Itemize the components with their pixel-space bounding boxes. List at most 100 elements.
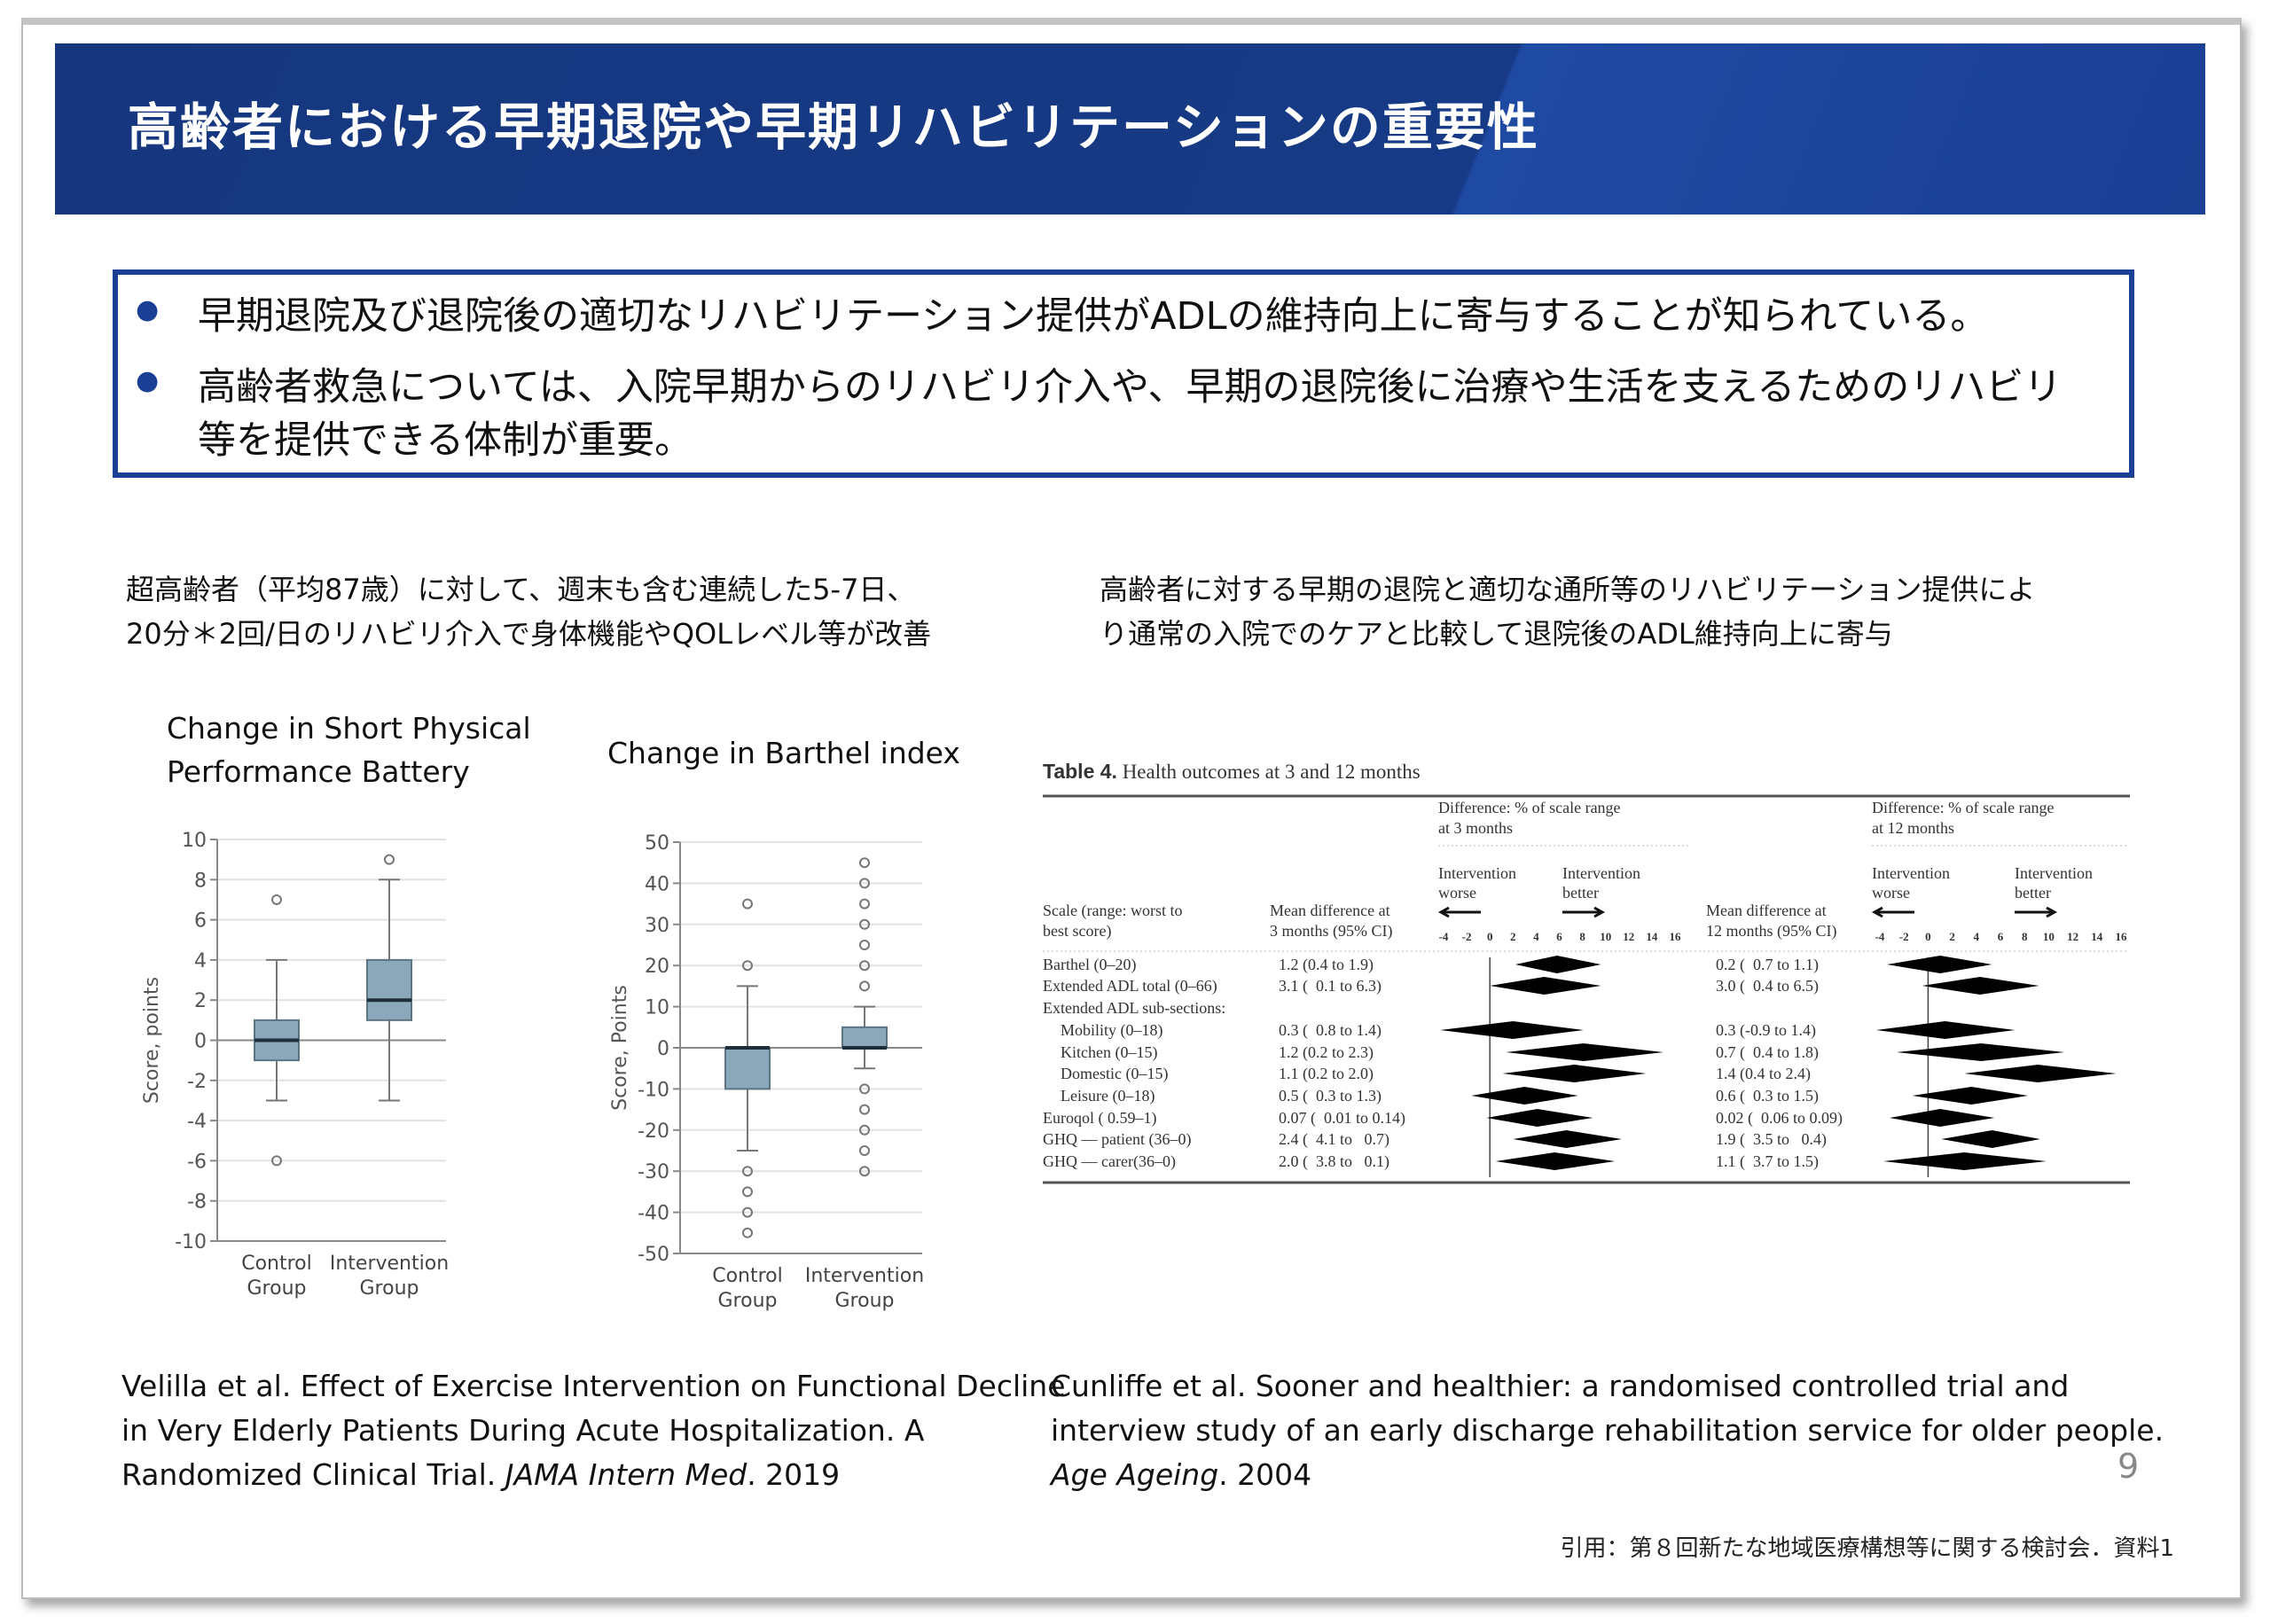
ci-diamond (1440, 1021, 1584, 1039)
y-tick-label: -40 (638, 1203, 669, 1225)
y-tick-label: 4 (194, 950, 207, 972)
table-cell-mean12: 0.6 ( 0.3 to 1.5) (1716, 1087, 1819, 1105)
table-cell-mean3: 1.2 (0.4 to 1.9) (1279, 956, 1374, 973)
table-cell-mean3: 2.4 ( 4.1 to 0.7) (1279, 1130, 1389, 1148)
y-tick-label: -10 (638, 1079, 669, 1101)
outlier-point (859, 1124, 870, 1136)
outlier-point (742, 1227, 753, 1238)
left-citation: Velilla et al. Effect of Exercise Interv… (121, 1364, 1066, 1497)
outlier-point (859, 878, 870, 889)
axis-tick-label: 2 (1510, 930, 1516, 943)
bullet-icon: ● (136, 365, 160, 396)
table-cell-mean3: 1.1 (0.2 to 2.0) (1279, 1065, 1374, 1082)
axis-tick-label: 16 (1670, 930, 1682, 943)
outlier-point (859, 1104, 870, 1115)
table-cell-scale: Domestic (0–15) (1061, 1065, 1169, 1082)
axis-tick-label: -2 (1899, 930, 1909, 943)
y-tick-label: 10 (182, 830, 207, 852)
ci-diamond (1490, 977, 1601, 995)
ci-diamond (1964, 1065, 2117, 1082)
category-label: Intervention (805, 1265, 924, 1287)
page-number: 9 (2117, 1447, 2140, 1486)
y-tick-label: -6 (187, 1151, 207, 1173)
right-caption: 高齢者に対する早期の退院と適切な通所等のリハビリテーション提供によ り通常の入院… (1100, 567, 2035, 656)
outlier-point (742, 1166, 753, 1177)
arrow-right-icon (1562, 906, 1606, 918)
caption-line: り通常の入院でのケアと比較して退院後のADL維持向上に寄与 (1100, 617, 1893, 651)
outlier-point (742, 1206, 753, 1218)
column-header-difference: Difference: % of scale range (1872, 799, 2055, 816)
y-tick-label: 50 (645, 832, 669, 855)
chart-title-line: Change in Short Physical (167, 711, 531, 746)
ci-diamond (1889, 1109, 1995, 1127)
column-header-mean3: 3 months (95% CI) (1270, 922, 1393, 940)
axis-tick-label: 4 (1533, 930, 1539, 943)
arrow-left-icon (1437, 906, 1481, 918)
ci-diamond (1883, 1152, 2047, 1170)
category-label: Group (360, 1277, 419, 1300)
outlier-point (859, 857, 870, 869)
table-cell-mean12: 0.3 (-0.9 to 1.4) (1716, 1021, 1816, 1039)
citation-line: Randomized Clinical Trial. JAMA Intern M… (121, 1453, 1066, 1497)
table-number: Table 4. (1043, 760, 1117, 783)
table-cell-scale: Leisure (0–18) (1061, 1087, 1155, 1105)
label-intervention-worse: Intervention (1438, 864, 1516, 882)
y-tick-label: -30 (638, 1161, 669, 1183)
table-cell-mean3: 0.07 ( 0.01 to 0.14) (1279, 1109, 1405, 1127)
outlier-point (859, 980, 870, 992)
box (724, 1047, 771, 1090)
caption-line: 超高齢者（平均87歳）に対して、週末も含む連続した5-7日、 (126, 573, 916, 606)
axis-tick-label: 10 (2043, 930, 2055, 943)
axis-tick-label: -2 (1462, 930, 1472, 943)
category-label: Control (712, 1265, 783, 1287)
axis-tick-label: 16 (2116, 930, 2128, 943)
ci-diamond (1922, 977, 2039, 995)
category-label: Intervention (330, 1253, 449, 1275)
summary-box: ● 早期退院及び退院後の適切なリハビリテーション提供がADLの維持向上に寄与する… (113, 269, 2134, 478)
slide-frame (21, 18, 2242, 1599)
outlier-point (859, 1166, 870, 1177)
category-label: Group (247, 1277, 307, 1300)
y-tick-label: -50 (638, 1244, 669, 1266)
citation-text: Randomized Clinical Trial. (121, 1457, 505, 1492)
table-cell-mean3: 1.2 (0.2 to 2.3) (1279, 1043, 1374, 1061)
table-cell-mean12: 3.0 ( 0.4 to 6.5) (1716, 977, 1819, 995)
outlier-point (271, 1155, 282, 1167)
table-caption: Health outcomes at 3 and 12 months (1116, 761, 1421, 783)
bullet-text-continued: 等を提供できる体制が重要。 (198, 418, 693, 463)
label-intervention-worse: worse (1438, 884, 1476, 902)
label-intervention-better: Intervention (1562, 864, 1640, 882)
table-cell-scale: Barthel (0–20) (1043, 956, 1137, 973)
outlier-point (859, 918, 870, 930)
label-intervention-better: better (1562, 884, 1599, 902)
outlier-point (859, 898, 870, 910)
axis-tick-label: 8 (1579, 930, 1585, 943)
caption-line: 高齢者に対する早期の退院と適切な通所等のリハビリテーション提供によ (1100, 573, 2036, 606)
y-tick-label: -10 (175, 1231, 207, 1253)
table-cell-scale: GHQ — patient (36–0) (1043, 1130, 1192, 1148)
citation-line: Cunliffe et al. Sooner and healthier: a … (1051, 1369, 2070, 1403)
axis-tick-label: 6 (1998, 930, 2004, 943)
outlier-point (384, 854, 395, 865)
table-cell-scale: Kitchen (0–15) (1061, 1043, 1158, 1061)
ci-diamond (1897, 1043, 2065, 1061)
axis-tick-label: 0 (1487, 930, 1493, 943)
box (841, 1026, 888, 1050)
y-tick-label: 2 (194, 990, 207, 1012)
citation-line: in Very Elderly Patients During Acute Ho… (121, 1413, 925, 1448)
label-intervention-worse: worse (1872, 884, 1910, 902)
y-tick-label: -2 (187, 1071, 207, 1093)
outlier-point (742, 898, 753, 910)
outlier-point (859, 960, 870, 972)
table-cell-scale: Extended ADL sub-sections: (1043, 999, 1226, 1017)
ci-diamond (1941, 1130, 2040, 1148)
table-cell-scale: Extended ADL total (0–66) (1043, 977, 1217, 995)
citation-journal: Age Ageing (1051, 1457, 1219, 1492)
table-cell-mean12: 0.7 ( 0.4 to 1.8) (1716, 1043, 1819, 1061)
table-cell-mean3: 3.1 ( 0.1 to 6.3) (1279, 977, 1382, 995)
outlier-point (742, 1186, 753, 1198)
ci-diamond (1502, 1065, 1647, 1082)
citation-line: Age Ageing. 2004 (1051, 1453, 2164, 1497)
axis-tick-label: 0 (1925, 930, 1931, 943)
